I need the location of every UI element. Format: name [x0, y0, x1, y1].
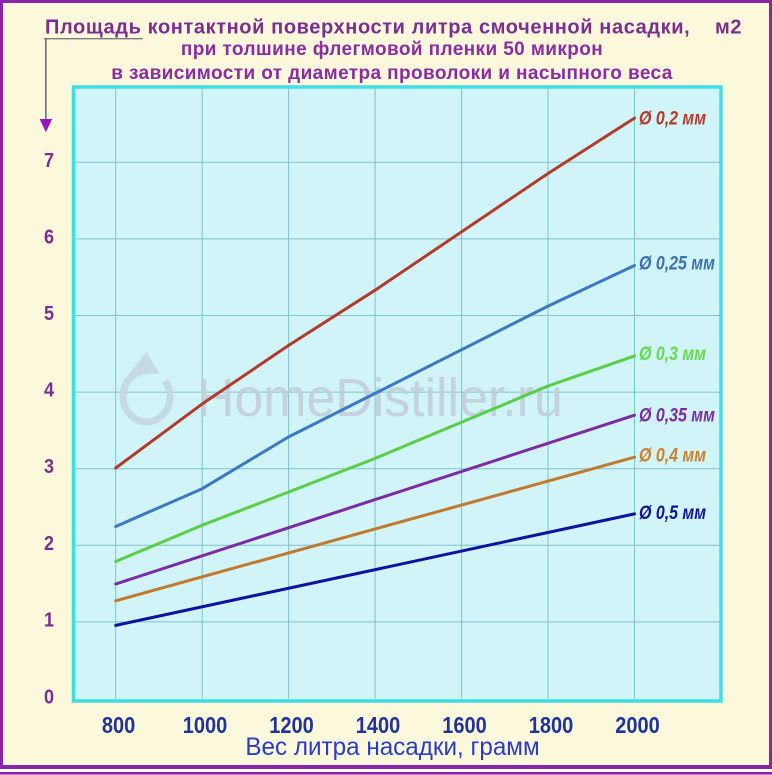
- svg-text:Площадь контактной поверхности: Площадь контактной поверхности литра смо…: [45, 16, 742, 38]
- svg-text:2000: 2000: [615, 712, 660, 739]
- svg-text:7: 7: [44, 150, 54, 172]
- svg-text:Ø 0,5 мм: Ø 0,5 мм: [639, 502, 706, 524]
- svg-text:Ø 0,4 мм: Ø 0,4 мм: [639, 444, 706, 466]
- svg-text:3: 3: [44, 456, 54, 478]
- svg-text:Ø 0,2 мм: Ø 0,2 мм: [639, 107, 706, 129]
- svg-text:1800: 1800: [529, 712, 574, 739]
- svg-text:0: 0: [44, 687, 54, 709]
- svg-text:Ø 0,35 мм: Ø 0,35 мм: [639, 404, 715, 426]
- svg-text:Ø 0,3 мм: Ø 0,3 мм: [639, 342, 706, 364]
- svg-text:Ø 0,25 мм: Ø 0,25 мм: [639, 252, 715, 274]
- svg-text:1600: 1600: [442, 712, 487, 739]
- svg-text:800: 800: [102, 712, 135, 739]
- svg-text:5: 5: [44, 303, 54, 325]
- svg-text:2: 2: [44, 533, 54, 555]
- svg-text:в зависимости от диаметра пров: в зависимости от диаметра проволоки и на…: [111, 63, 672, 84]
- svg-text:1000: 1000: [183, 712, 228, 739]
- svg-text:4: 4: [44, 380, 54, 402]
- svg-text:1400: 1400: [356, 712, 401, 739]
- svg-text:Вес литра насадки, грамм: Вес литра насадки, грамм: [245, 734, 539, 761]
- svg-text:6: 6: [44, 226, 54, 248]
- svg-text:1: 1: [44, 609, 54, 631]
- svg-text:1200: 1200: [269, 712, 314, 739]
- svg-text:HomeDistiller.ru: HomeDistiller.ru: [197, 368, 563, 428]
- svg-text:при толшине флегмовой пленки 5: при толшине флегмовой пленки 50 микрон: [181, 39, 603, 60]
